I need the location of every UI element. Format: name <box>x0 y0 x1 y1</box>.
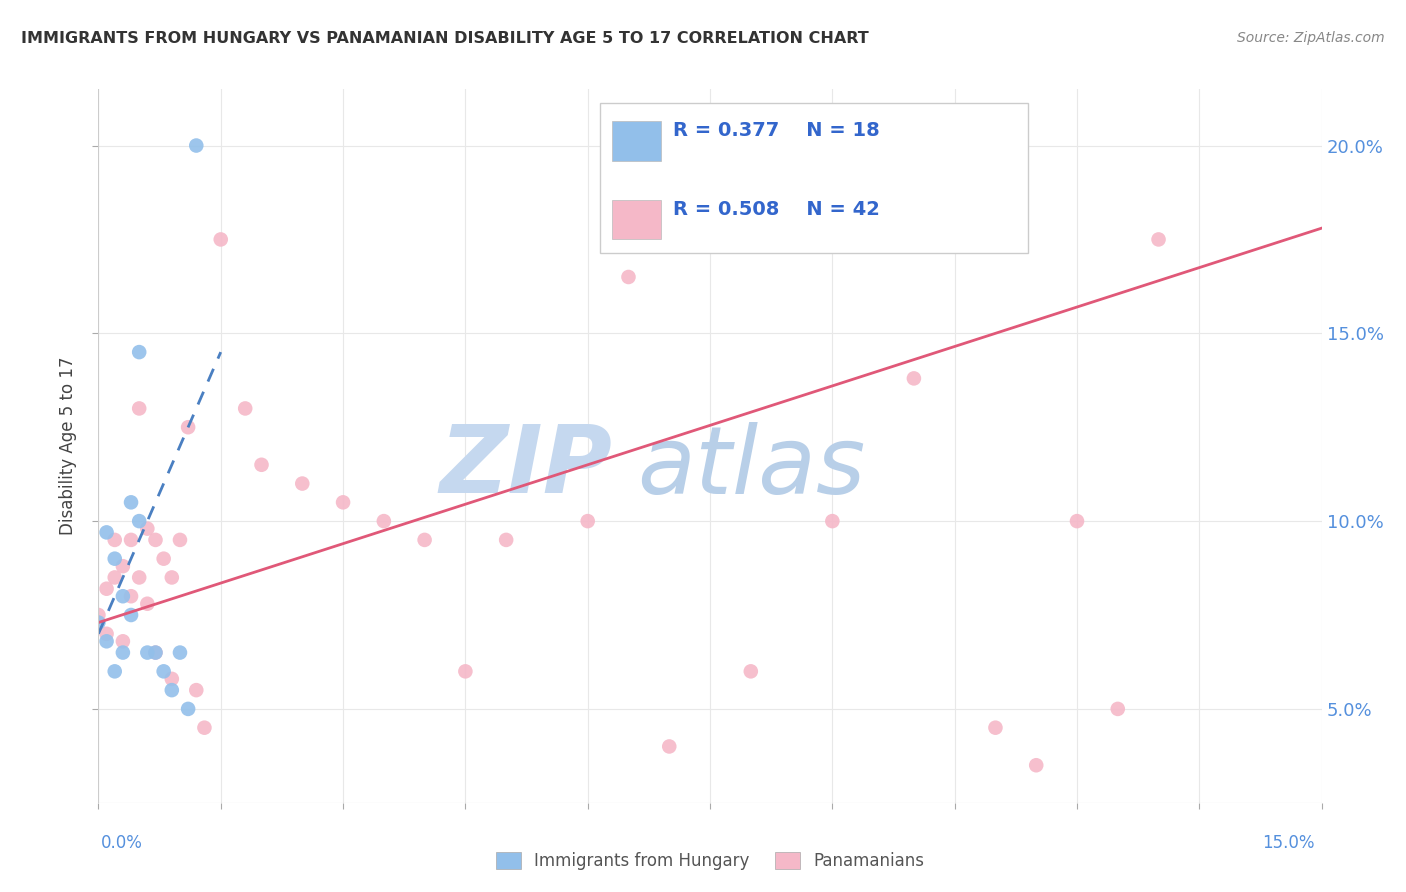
Text: 15.0%: 15.0% <box>1263 834 1315 852</box>
Point <box>193 721 215 735</box>
Point <box>104 533 127 547</box>
Point <box>120 607 142 622</box>
Point <box>373 514 395 528</box>
Point <box>1107 702 1129 716</box>
Point <box>177 420 200 434</box>
Point <box>160 672 183 686</box>
Y-axis label: Disability Age 5 to 17: Disability Age 5 to 17 <box>59 357 77 535</box>
FancyBboxPatch shape <box>612 200 661 239</box>
FancyBboxPatch shape <box>600 103 1028 253</box>
Point <box>152 665 174 679</box>
Point <box>1025 758 1047 772</box>
Point <box>291 476 314 491</box>
Point <box>104 551 127 566</box>
Point <box>87 607 110 622</box>
Point <box>145 646 167 660</box>
Point <box>169 646 191 660</box>
Point <box>169 533 191 547</box>
Point <box>96 634 118 648</box>
Point <box>128 514 150 528</box>
Point <box>128 401 150 416</box>
Point <box>250 458 273 472</box>
Point <box>145 533 167 547</box>
Point <box>1066 514 1088 528</box>
Point <box>96 582 118 596</box>
Point <box>576 514 599 528</box>
Point <box>177 702 200 716</box>
Point <box>617 270 640 285</box>
Point <box>87 615 110 630</box>
Point <box>136 597 159 611</box>
Point <box>186 683 208 698</box>
Point <box>160 570 183 584</box>
Point <box>186 138 208 153</box>
Text: R = 0.508    N = 42: R = 0.508 N = 42 <box>673 200 880 219</box>
Text: IMMIGRANTS FROM HUNGARY VS PANAMANIAN DISABILITY AGE 5 TO 17 CORRELATION CHART: IMMIGRANTS FROM HUNGARY VS PANAMANIAN DI… <box>21 31 869 46</box>
Point <box>111 559 134 574</box>
Text: ZIP: ZIP <box>439 421 612 514</box>
Legend: Immigrants from Hungary, Panamanians: Immigrants from Hungary, Panamanians <box>489 845 931 877</box>
Point <box>96 627 118 641</box>
Text: atlas: atlas <box>637 422 865 513</box>
Point <box>120 495 142 509</box>
Point <box>120 589 142 603</box>
Point <box>233 401 256 416</box>
Point <box>209 232 232 246</box>
Point <box>111 634 134 648</box>
Point <box>145 646 167 660</box>
Point <box>903 371 925 385</box>
FancyBboxPatch shape <box>612 121 661 161</box>
Point <box>658 739 681 754</box>
Text: Source: ZipAtlas.com: Source: ZipAtlas.com <box>1237 31 1385 45</box>
Point <box>104 665 127 679</box>
Point <box>128 345 150 359</box>
Point <box>96 525 118 540</box>
Point <box>160 683 183 698</box>
Point <box>740 665 762 679</box>
Point <box>495 533 517 547</box>
Point <box>104 570 127 584</box>
Point <box>984 721 1007 735</box>
Point <box>454 665 477 679</box>
Point <box>111 589 134 603</box>
Point <box>120 533 142 547</box>
Text: 0.0%: 0.0% <box>101 834 143 852</box>
Point <box>332 495 354 509</box>
Text: R = 0.377    N = 18: R = 0.377 N = 18 <box>673 121 880 140</box>
Point <box>111 646 134 660</box>
Point <box>1147 232 1170 246</box>
Point <box>152 551 174 566</box>
Point <box>821 514 844 528</box>
Point <box>136 522 159 536</box>
Point <box>136 646 159 660</box>
Point <box>413 533 436 547</box>
Point <box>128 570 150 584</box>
